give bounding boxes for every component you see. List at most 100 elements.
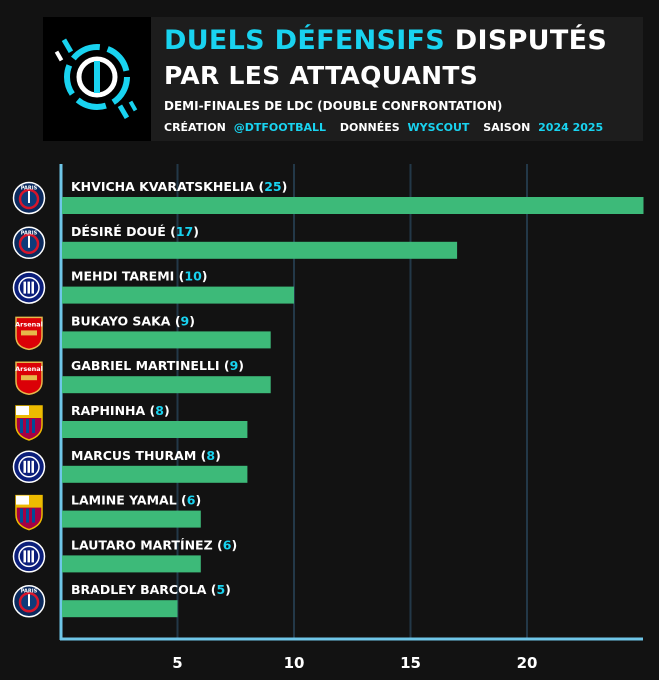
psg-badge-tower [28,594,30,607]
barca-badge-icon [15,494,43,531]
inter-badge-letter-i [23,460,26,473]
player-name: DÉSIRÉ DOUÉ ( [71,224,176,239]
inter-badge-inner [18,456,40,478]
season-label: SAISON [483,121,531,134]
chart-header: DUELS DÉFENSIFS DISPUTÉS PAR LES ATTAQUA… [43,17,643,141]
bar-label: GABRIEL MARTINELLI (9) [71,358,244,373]
arsenal-badge-text: Arsenal [15,365,43,373]
player-name: LAMINE YAMAL ( [71,493,187,508]
bar-label: KHVICHA KVARATSKHELIA (25) [71,179,287,194]
barca-badge-cross-field [16,495,29,506]
player-name: RAPHINHA ( [71,403,155,418]
bar [62,286,294,304]
x-tick-label: 20 [517,654,538,672]
data-label: 6 [187,493,196,508]
data-label-paren: ) [225,582,231,597]
bar-label: MEHDI TAREMI (10) [71,269,208,284]
barca-badge-cross-field [16,406,29,416]
psg-badge-tower [28,191,30,203]
player-name: BUKAYO SAKA ( [71,313,181,328]
arsenal-badge-icon: Arsenal [15,316,43,351]
bar [62,331,271,349]
data-label-paren: ) [231,537,237,552]
inter-badge-letter-m2 [31,281,34,294]
arsenal-badge-cannon [21,375,37,381]
inter-badge-inner [18,545,40,568]
barca-badge-band [16,415,42,418]
dtfootball-logo [43,17,151,141]
bar [62,197,644,214]
player-name: MEHDI TAREMI ( [71,269,184,284]
barca-badge-stripe [26,419,29,433]
data-label-paren: ) [164,403,170,418]
chart-title-line1: DUELS DÉFENSIFS DISPUTÉS [164,25,607,56]
inter-badge-letter-m1 [27,460,30,473]
bar [62,421,248,438]
bar [62,600,178,618]
bar-label: RAPHINHA (8) [71,403,170,418]
player-name: GABRIEL MARTINELLI ( [71,358,230,373]
barca-badge-icon [15,405,43,441]
barca-badge-senyera [29,406,42,416]
player-name: MARCUS THURAM ( [71,448,206,463]
inter-badge-icon [12,271,46,304]
chart-credits: CRÉATION @DTFOOTBALL DONNÉES WYSCOUT SAI… [164,121,607,134]
data-label-paren: ) [195,493,201,508]
data-label: 6 [223,537,232,552]
bar [62,555,201,573]
title-accent: DUELS DÉFENSIFS [164,25,446,56]
x-tick-label: 15 [400,654,421,672]
inter-badge-letter-m2 [31,460,34,473]
bar-label: BUKAYO SAKA (9) [71,313,195,328]
data-label: 8 [155,403,164,418]
credit-label: CRÉATION [164,121,226,134]
title-rest: DISPUTÉS [454,25,608,56]
data-label: 25 [264,179,281,194]
data-label-paren: ) [282,179,288,194]
chart-title-line2: PAR LES ATTAQUANTS [164,61,479,90]
season-value: 2024 2025 [538,121,604,134]
data-label: 10 [184,269,202,284]
bar-label: BRADLEY BARCOLA (5) [71,582,231,597]
arsenal-badge-text: Arsenal [15,320,43,328]
psg-badge-icon: PARIS [12,584,46,618]
data-label: DONNÉES [339,121,400,134]
chart-subtitle: DEMI-FINALES DE LDC (DOUBLE CONFRONTATIO… [164,99,503,113]
data-label: 5 [216,582,225,597]
bar [62,465,248,483]
data-label-paren: ) [215,448,221,463]
data-label-paren: ) [202,269,208,284]
data-label: 8 [206,448,215,463]
player-name: LAUTARO MARTÍNEZ ( [71,537,223,552]
data-label: 17 [176,224,193,239]
bar-label: LAUTARO MARTÍNEZ (6) [71,537,237,552]
x-tick-label: 10 [284,654,305,672]
inter-badge-letter-m1 [27,281,30,294]
bar [62,376,271,394]
inter-badge-letter-i [23,281,26,294]
logo-icon [54,38,138,120]
credit-value: @DTFOOTBALL [233,121,326,134]
barca-badge-stripe [32,419,35,433]
x-tick-label: 5 [172,654,182,672]
data-label-paren: ) [238,358,244,373]
barca-badge-stripe [20,419,23,433]
arsenal-badge-icon: Arsenal [15,361,43,395]
inter-badge-letter-m2 [31,550,34,563]
player-name: BRADLEY BARCOLA ( [71,582,216,597]
inter-badge-letter-i [23,550,26,563]
inter-badge-letter-m1 [27,550,30,563]
bar-label: LAMINE YAMAL (6) [71,493,201,508]
inter-badge-icon [12,450,46,484]
barca-badge-senyera [29,495,42,506]
data-label-paren: ) [193,224,199,239]
data-label-paren: ) [189,313,195,328]
barca-badge-band [16,504,42,508]
data-label: 9 [181,313,190,328]
data-label: 9 [230,358,239,373]
psg-badge-tower [28,235,30,248]
psg-badge-text: PARIS [21,589,38,595]
data-value: WYSCOUT [407,121,470,134]
bar-label: DÉSIRÉ DOUÉ (17) [71,224,199,239]
